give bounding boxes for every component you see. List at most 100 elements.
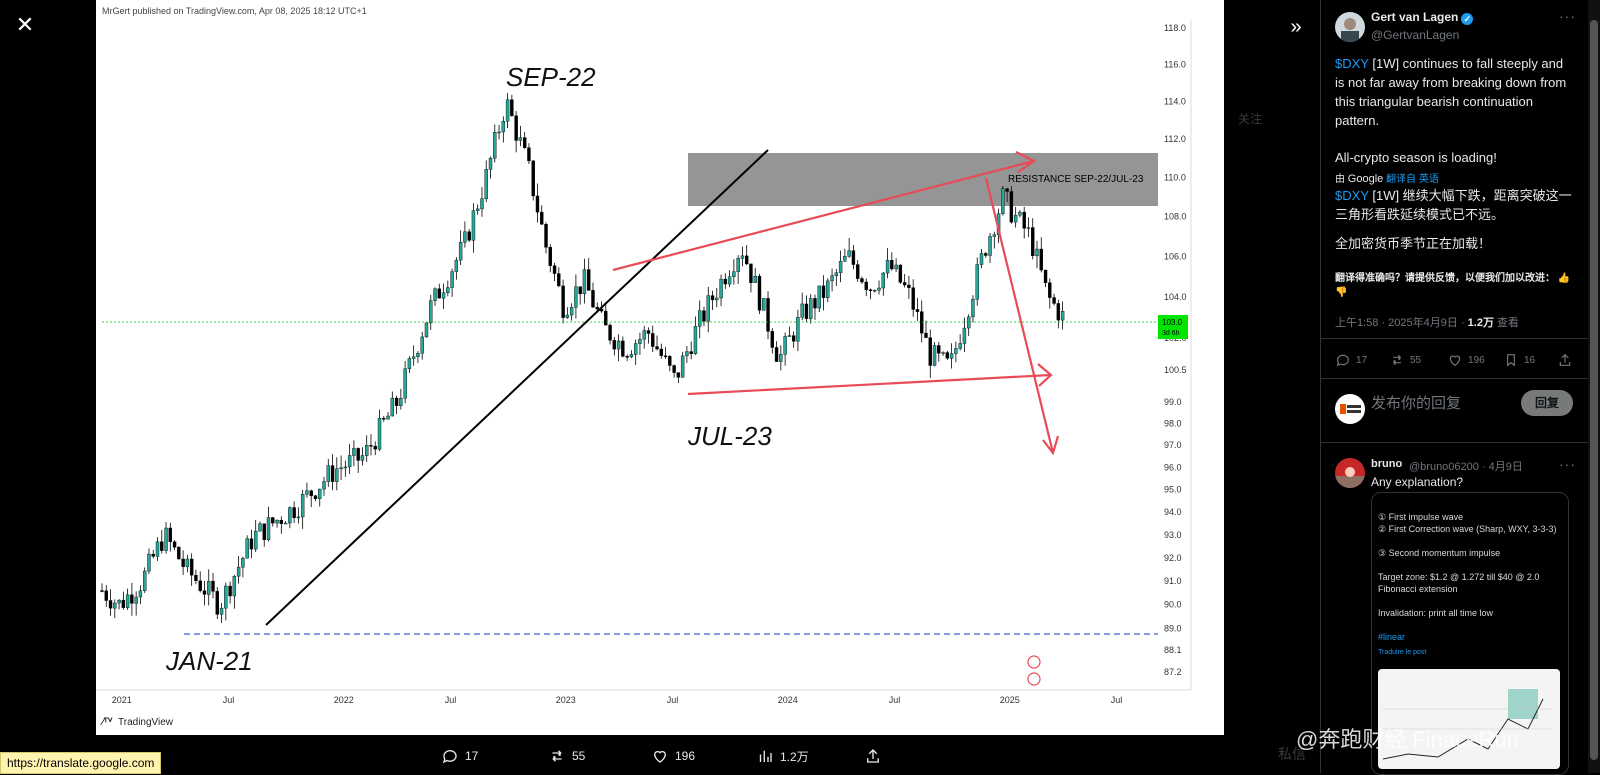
embed-line: ② First Correction wave (Sharp, WXY, 3-3… (1378, 524, 1557, 534)
embedded-post[interactable]: ① First impulse wave ② First Correction … (1371, 492, 1569, 775)
candle-body (740, 255, 745, 259)
candle-body (505, 99, 510, 122)
candle-body (488, 157, 493, 170)
candle-body (646, 330, 651, 334)
translated-from[interactable]: 翻译自 英语 (1386, 174, 1439, 185)
candle-body (651, 333, 655, 347)
reply-count: 17 (1356, 354, 1368, 366)
candle-body (322, 481, 326, 490)
bookmark-button[interactable]: 16 (1503, 352, 1535, 368)
candle-body (228, 585, 232, 597)
candle-body (522, 137, 527, 148)
candle-body (369, 445, 373, 447)
candle-body (407, 358, 412, 369)
y-tick-label: 98.0 (1164, 418, 1182, 428)
candle-body (394, 397, 399, 406)
tradingview-brand: TradingView (118, 717, 174, 728)
candle-body (241, 557, 245, 568)
candle-body (698, 310, 702, 327)
candle-body (817, 285, 821, 309)
translation-attribution: 由 Google 翻译自 英语 (1335, 170, 1439, 185)
y-tick-label: 114.0 (1164, 96, 1186, 106)
candle-body (685, 351, 689, 357)
candle-body (309, 490, 313, 496)
cashtag-link[interactable]: $DXY (1335, 56, 1369, 71)
candle-body (343, 466, 348, 469)
label-jul23: JUL-23 (687, 421, 772, 451)
author-handle[interactable]: @GertvanLagen (1371, 28, 1460, 42)
x-tick-label: 2023 (556, 695, 576, 705)
zh-cashtag-link[interactable]: $DXY (1335, 188, 1369, 203)
author-avatar[interactable] (1335, 12, 1365, 42)
candle-body (360, 455, 365, 461)
reply-author-handle[interactable]: @bruno06200 · 4月9日 (1409, 461, 1523, 473)
y-tick-label: 93.0 (1164, 530, 1182, 540)
scrollbar-thumb[interactable] (1590, 20, 1598, 760)
candle-body (151, 553, 155, 557)
embed-chart-thumbnail (1378, 669, 1560, 769)
candle-body (791, 335, 796, 342)
candle-body (501, 121, 506, 133)
candle-body (689, 351, 693, 355)
like-button[interactable]: 196 (1447, 352, 1485, 368)
candle-body (604, 310, 608, 326)
reply-button[interactable]: 17 (1335, 352, 1367, 368)
reply-author-name[interactable]: bruno (1371, 458, 1403, 470)
tweet-time[interactable]: 上午1:58 · 2025年4月9日 · (1335, 317, 1468, 329)
candle-body (642, 330, 646, 340)
candle-body (744, 255, 749, 265)
candle-body (484, 169, 488, 199)
thumbs-down-icon[interactable]: 👎 (1335, 287, 1348, 298)
candle-body (830, 275, 834, 282)
media-like-button[interactable]: 196 (651, 747, 695, 765)
candle-body (172, 541, 177, 548)
candle-body (621, 340, 625, 357)
candle-body (715, 297, 719, 301)
embed-translate-link[interactable]: Traduire le post (1378, 649, 1427, 656)
candle-body (1052, 297, 1056, 304)
candle-body (962, 327, 967, 344)
media-share-button[interactable] (864, 747, 882, 765)
candle-body (719, 278, 723, 299)
media-reply-button[interactable]: 17 (441, 747, 478, 765)
candle-body (821, 285, 826, 298)
repost-button[interactable]: 55 (1389, 352, 1421, 368)
reply-input[interactable]: 发布你的回复 (1371, 395, 1462, 412)
embed-line: ① First impulse wave (1378, 512, 1464, 522)
candle-body (215, 591, 219, 615)
candle-body (266, 517, 271, 540)
close-icon[interactable]: ✕ (15, 12, 35, 37)
candle-body (633, 343, 638, 355)
candle-body (945, 352, 950, 359)
flash-icon (1027, 655, 1041, 669)
thumbs-up-icon[interactable]: 👍 (1557, 273, 1571, 284)
y-tick-label: 92.0 (1164, 553, 1182, 563)
share-button[interactable] (1557, 352, 1573, 368)
reply-more-icon[interactable]: ··· (1559, 456, 1576, 472)
reply-author-avatar[interactable] (1335, 458, 1365, 488)
candle-body (864, 281, 868, 290)
resistance-label: RESISTANCE SEP-22/JUL-23 (1008, 174, 1144, 185)
chevrons-right-icon[interactable]: » (1290, 16, 1302, 38)
candle-body (1060, 311, 1065, 321)
reply-submit-button[interactable]: 回复 (1521, 390, 1573, 416)
candle-body (232, 575, 237, 597)
candle-body (676, 372, 681, 378)
candle-body (313, 495, 318, 499)
author-name-row[interactable]: Gert van Lagen ✓ (1371, 10, 1474, 25)
candle-body (463, 231, 467, 243)
candle-body (693, 326, 698, 355)
candle-body (476, 208, 480, 211)
candle-body (762, 298, 766, 311)
embed-hashtag[interactable]: #linear (1378, 632, 1406, 642)
candle-body (1022, 211, 1026, 229)
media-repost-button[interactable]: 55 (548, 747, 585, 765)
translate-by: 由 (1335, 174, 1345, 185)
media-views-button[interactable]: 1.2万 (756, 747, 809, 765)
more-options-icon[interactable]: ··· (1559, 8, 1576, 24)
scrollbar[interactable] (1588, 0, 1600, 773)
candle-body (800, 303, 804, 318)
candle-body (330, 465, 335, 482)
candle-body (907, 284, 911, 288)
tradingview-logo: ⁄ᵀⱽ (100, 717, 113, 728)
